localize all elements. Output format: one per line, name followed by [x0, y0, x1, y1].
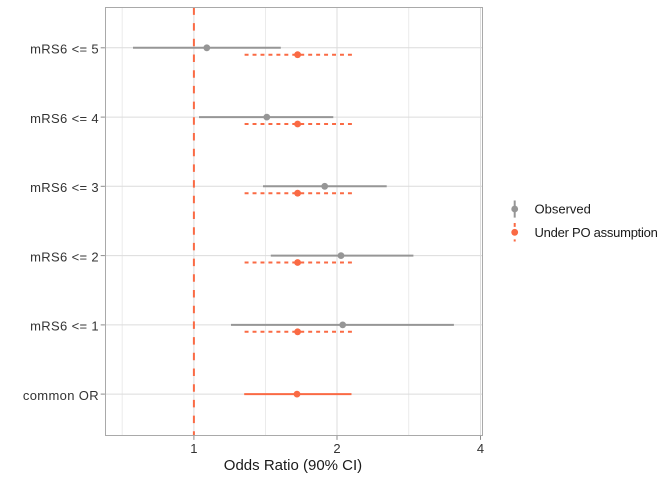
svg-text:mRS6 <= 3: mRS6 <= 3: [30, 180, 99, 195]
svg-text:2: 2: [333, 441, 340, 456]
svg-text:1: 1: [190, 441, 197, 456]
svg-text:mRS6 <= 2: mRS6 <= 2: [30, 249, 99, 264]
svg-text:Observed: Observed: [535, 202, 591, 217]
svg-text:mRS6 <= 1: mRS6 <= 1: [30, 319, 99, 334]
svg-text:common OR: common OR: [23, 388, 99, 403]
svg-text:mRS6 <= 4: mRS6 <= 4: [30, 111, 99, 126]
svg-text:4: 4: [477, 441, 484, 456]
svg-text:Under PO assumption: Under PO assumption: [535, 225, 658, 240]
svg-text:Odds Ratio (90% CI): Odds Ratio (90% CI): [224, 457, 362, 474]
svg-text:mRS6 <= 5: mRS6 <= 5: [30, 42, 99, 57]
